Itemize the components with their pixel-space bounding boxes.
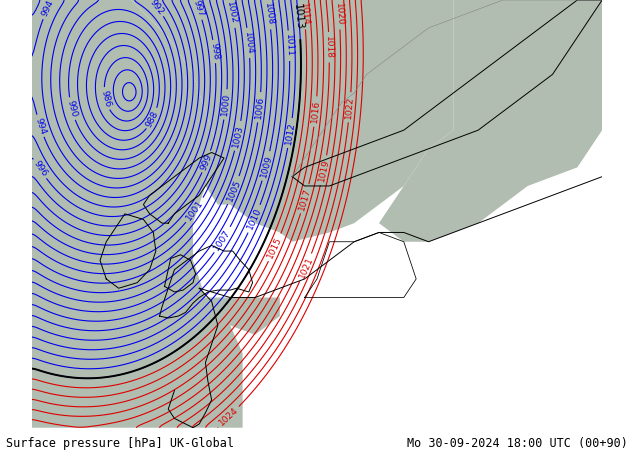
Text: Mo 30-09-2024 18:00 UTC (00+90): Mo 30-09-2024 18:00 UTC (00+90) (407, 437, 628, 450)
Polygon shape (379, 0, 602, 242)
Text: 1011: 1011 (284, 34, 294, 57)
Text: 1022: 1022 (344, 96, 355, 119)
Text: 1018: 1018 (325, 35, 334, 59)
Text: 1014: 1014 (299, 2, 310, 26)
Text: 1003: 1003 (231, 124, 245, 148)
Text: 994: 994 (40, 0, 55, 18)
Polygon shape (168, 298, 280, 354)
Text: 1017: 1017 (297, 187, 313, 211)
Text: 1007: 1007 (212, 228, 233, 252)
Text: 998: 998 (209, 42, 220, 61)
Text: 996: 996 (31, 159, 49, 178)
Text: 1009: 1009 (259, 154, 273, 178)
Text: Surface pressure [hPa] UK-Global: Surface pressure [hPa] UK-Global (6, 437, 235, 450)
Text: 1006: 1006 (254, 96, 265, 119)
Text: 1024: 1024 (217, 406, 240, 428)
Polygon shape (32, 0, 243, 428)
Text: 1004: 1004 (243, 31, 254, 55)
Text: 1015: 1015 (266, 235, 284, 260)
Text: 999: 999 (199, 152, 214, 172)
Text: 1020: 1020 (333, 3, 344, 26)
Text: 994: 994 (33, 116, 47, 136)
Polygon shape (131, 0, 453, 242)
Text: 1008: 1008 (262, 2, 275, 26)
Text: 1016: 1016 (310, 100, 321, 123)
Text: 997: 997 (191, 0, 205, 18)
Text: 1012: 1012 (284, 121, 297, 145)
Text: 1000: 1000 (220, 92, 231, 116)
Text: 1010: 1010 (245, 207, 263, 231)
Text: 1002: 1002 (226, 1, 239, 25)
Text: 990: 990 (65, 99, 79, 118)
Text: 1019: 1019 (317, 158, 330, 182)
Text: 992: 992 (148, 0, 165, 17)
Text: 986: 986 (99, 89, 112, 108)
Text: 988: 988 (145, 109, 160, 128)
Text: 1001: 1001 (184, 198, 205, 222)
Text: 1013: 1013 (292, 4, 305, 31)
Text: 1005: 1005 (225, 178, 242, 202)
Text: 1021: 1021 (297, 255, 314, 280)
